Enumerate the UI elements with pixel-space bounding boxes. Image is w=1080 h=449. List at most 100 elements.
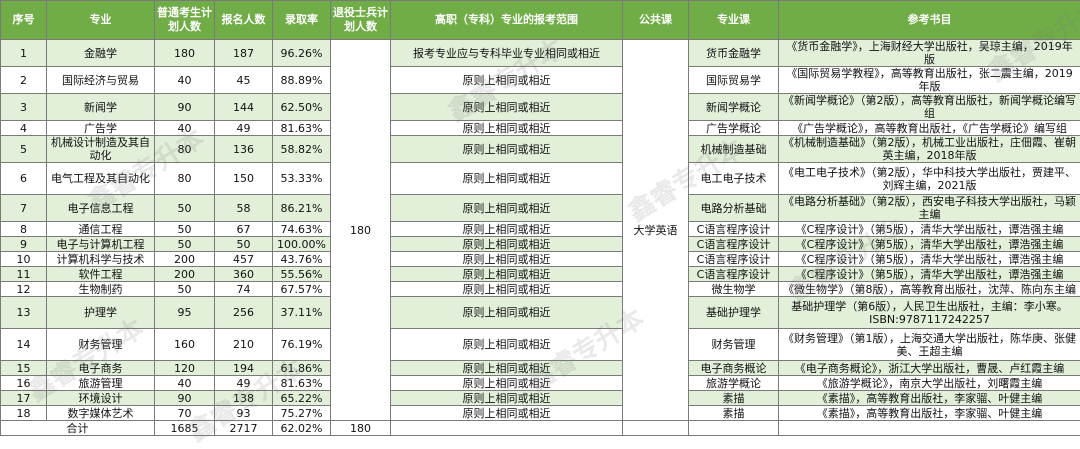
row-rate: 61.86% [273, 361, 331, 376]
row-rate: 76.19% [273, 329, 331, 361]
row-course: 机械制造基础 [689, 136, 779, 163]
row-books: 《C程序设计》（第5版），清华大学出版社，谭浩强主编 [779, 237, 1080, 252]
row-course: 财务管理 [689, 329, 779, 361]
row-scope: 原则上相同或相近 [391, 136, 623, 163]
row-rate: 37.11% [273, 297, 331, 329]
row-plan: 95 [155, 297, 215, 329]
soldier-plan-cell: 180 [331, 40, 391, 421]
total-empty-cell [689, 421, 779, 436]
row-course: 货币金融学 [689, 40, 779, 67]
row-rate: 65.22% [273, 391, 331, 406]
row-plan: 40 [155, 121, 215, 136]
row-major: 金融学 [47, 40, 155, 67]
row-major: 机械设计制造及其自动化 [47, 136, 155, 163]
row-applicants: 360 [215, 267, 273, 282]
row-rate: 100.00% [273, 237, 331, 252]
row-course: C语言程序设计 [689, 267, 779, 282]
row-no: 7 [1, 195, 47, 222]
row-rate: 75.27% [273, 406, 331, 421]
row-books: 《C程序设计》（第5版），清华大学出版社，谭浩强主编 [779, 252, 1080, 267]
row-applicants: 144 [215, 94, 273, 121]
row-scope: 原则上相同或相近 [391, 391, 623, 406]
header-major-course: 专业课 [689, 1, 779, 40]
total-plan: 1685 [155, 421, 215, 436]
row-applicants: 58 [215, 195, 273, 222]
row-plan: 160 [155, 329, 215, 361]
row-course: 电子商务概论 [689, 361, 779, 376]
row-scope: 原则上相同或相近 [391, 195, 623, 222]
row-plan: 180 [155, 40, 215, 67]
row-books: 《C程序设计》（第5版），清华大学出版社，谭浩强主编 [779, 222, 1080, 237]
row-books: 《电子商务概论》，浙江大学出版社，曹晟、卢红霞主编 [779, 361, 1080, 376]
row-rate: 43.76% [273, 252, 331, 267]
row-course: 基础护理学 [689, 297, 779, 329]
row-major: 电子商务 [47, 361, 155, 376]
row-no: 9 [1, 237, 47, 252]
row-books: 《微生物学》（第8版），高等教育出版社，沈萍、陈向东主编 [779, 282, 1080, 297]
row-plan: 50 [155, 222, 215, 237]
row-no: 3 [1, 94, 47, 121]
row-applicants: 210 [215, 329, 273, 361]
total-label: 合计 [1, 421, 155, 436]
total-empty-cell [623, 421, 689, 436]
row-books: 《素描》，高等教育出版社，李家骝、叶健主编 [779, 391, 1080, 406]
row-scope: 原则上相同或相近 [391, 376, 623, 391]
row-major: 电气工程及其自动化 [47, 163, 155, 195]
row-books: 《新闻学概论》（第2版），高等教育出版社，新闻学概论编写组 [779, 94, 1080, 121]
row-books: 《国际贸易学教程》，高等教育出版社，张二震主编，2019年版 [779, 67, 1080, 94]
row-no: 17 [1, 391, 47, 406]
row-course: 素描 [689, 391, 779, 406]
row-no: 2 [1, 67, 47, 94]
row-applicants: 45 [215, 67, 273, 94]
row-plan: 120 [155, 361, 215, 376]
row-major: 电子与计算机工程 [47, 237, 155, 252]
row-course: C语言程序设计 [689, 237, 779, 252]
row-plan: 40 [155, 376, 215, 391]
row-plan: 70 [155, 406, 215, 421]
row-plan: 50 [155, 237, 215, 252]
row-course: 电工电子技术 [689, 163, 779, 195]
row-no: 6 [1, 163, 47, 195]
row-no: 10 [1, 252, 47, 267]
header-rate: 录取率 [273, 1, 331, 40]
row-no: 14 [1, 329, 47, 361]
row-major: 新闻学 [47, 94, 155, 121]
row-scope: 原则上相同或相近 [391, 222, 623, 237]
row-scope: 报考专业应与专科毕业专业相同或相近 [391, 40, 623, 67]
row-applicants: 187 [215, 40, 273, 67]
row-major: 旅游管理 [47, 376, 155, 391]
row-scope: 原则上相同或相近 [391, 267, 623, 282]
row-no: 4 [1, 121, 47, 136]
row-major: 通信工程 [47, 222, 155, 237]
row-plan: 90 [155, 94, 215, 121]
header-row: 序号 专业 普通考生计划人数 报名人数 录取率 退役士兵计划人数 高职（专科）专… [1, 1, 1080, 40]
row-rate: 53.33% [273, 163, 331, 195]
row-applicants: 138 [215, 391, 273, 406]
row-course: 旅游学概论 [689, 376, 779, 391]
header-public-course: 公共课 [623, 1, 689, 40]
row-no: 18 [1, 406, 47, 421]
row-no: 8 [1, 222, 47, 237]
total-soldier: 180 [331, 421, 391, 436]
row-major: 电子信息工程 [47, 195, 155, 222]
row-scope: 原则上相同或相近 [391, 329, 623, 361]
row-major: 广告学 [47, 121, 155, 136]
header-books: 参考书目 [779, 1, 1080, 40]
row-rate: 55.56% [273, 267, 331, 282]
row-applicants: 49 [215, 121, 273, 136]
row-course: 电路分析基础 [689, 195, 779, 222]
row-applicants: 194 [215, 361, 273, 376]
